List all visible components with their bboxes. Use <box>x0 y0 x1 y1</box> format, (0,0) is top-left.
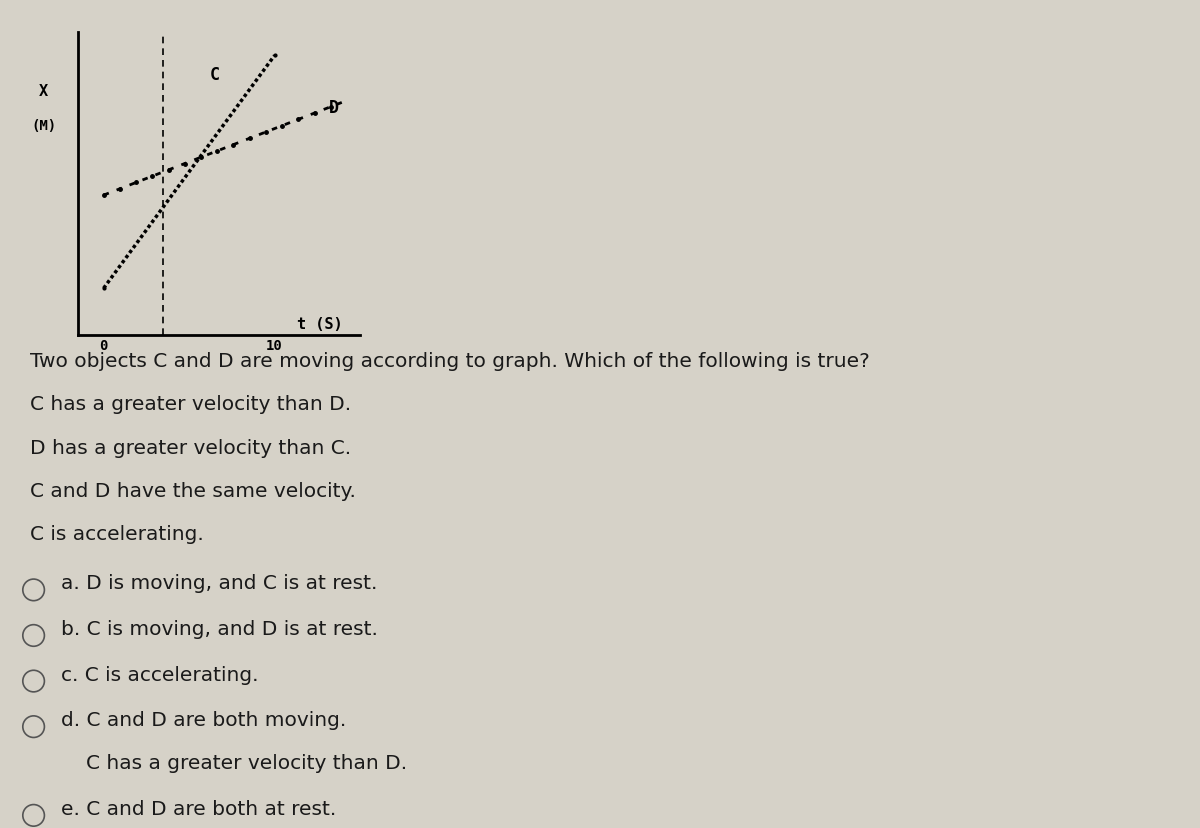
Text: b. C is moving, and D is at rest.: b. C is moving, and D is at rest. <box>61 619 378 638</box>
Text: e. C and D are both at rest.: e. C and D are both at rest. <box>61 799 336 818</box>
Text: d. C and D are both moving.: d. C and D are both moving. <box>61 710 347 729</box>
Text: C has a greater velocity than D.: C has a greater velocity than D. <box>86 753 408 773</box>
Text: C has a greater velocity than D.: C has a greater velocity than D. <box>30 395 352 414</box>
Text: C and D have the same velocity.: C and D have the same velocity. <box>30 481 356 500</box>
Text: t (S): t (S) <box>298 316 343 331</box>
Text: D has a greater velocity than C.: D has a greater velocity than C. <box>30 438 352 457</box>
Text: a. D is moving, and C is at rest.: a. D is moving, and C is at rest. <box>61 574 378 593</box>
Text: Two objects C and D are moving according to graph. Which of the following is tru: Two objects C and D are moving according… <box>30 352 870 371</box>
Text: D: D <box>329 99 340 117</box>
Text: (M): (M) <box>31 119 56 133</box>
Text: C: C <box>210 66 220 84</box>
Text: C is accelerating.: C is accelerating. <box>30 524 204 543</box>
Text: c. C is accelerating.: c. C is accelerating. <box>61 665 259 684</box>
Text: X: X <box>40 84 48 99</box>
